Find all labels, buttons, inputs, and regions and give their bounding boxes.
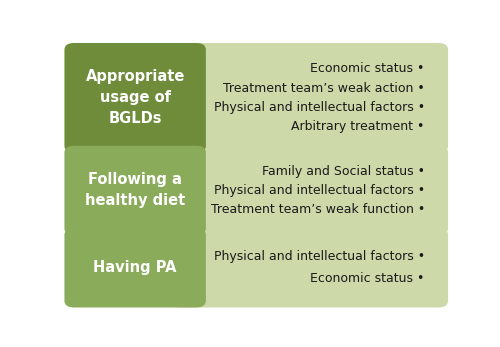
- FancyBboxPatch shape: [171, 43, 448, 153]
- Text: Arbitrary treatment •: Arbitrary treatment •: [292, 120, 425, 133]
- Text: Physical and intellectual factors •: Physical and intellectual factors •: [214, 250, 425, 263]
- FancyBboxPatch shape: [64, 146, 206, 235]
- Text: Economic status •: Economic status •: [310, 62, 425, 75]
- Text: Physical and intellectual factors •: Physical and intellectual factors •: [214, 184, 425, 197]
- Text: Treatment team’s weak function •: Treatment team’s weak function •: [210, 203, 425, 216]
- FancyBboxPatch shape: [64, 228, 206, 307]
- FancyBboxPatch shape: [171, 228, 448, 307]
- FancyBboxPatch shape: [171, 146, 448, 235]
- Text: Economic status •: Economic status •: [310, 272, 425, 285]
- Text: Family and Social status •: Family and Social status •: [262, 165, 425, 178]
- Text: Having PA: Having PA: [94, 260, 177, 275]
- Text: Treatment team’s weak action •: Treatment team’s weak action •: [223, 82, 425, 95]
- FancyBboxPatch shape: [64, 43, 206, 153]
- Text: Physical and intellectual factors •: Physical and intellectual factors •: [214, 101, 425, 114]
- Text: Following a
healthy diet: Following a healthy diet: [85, 172, 186, 209]
- Text: Appropriate
usage of
BGLDs: Appropriate usage of BGLDs: [86, 69, 185, 126]
